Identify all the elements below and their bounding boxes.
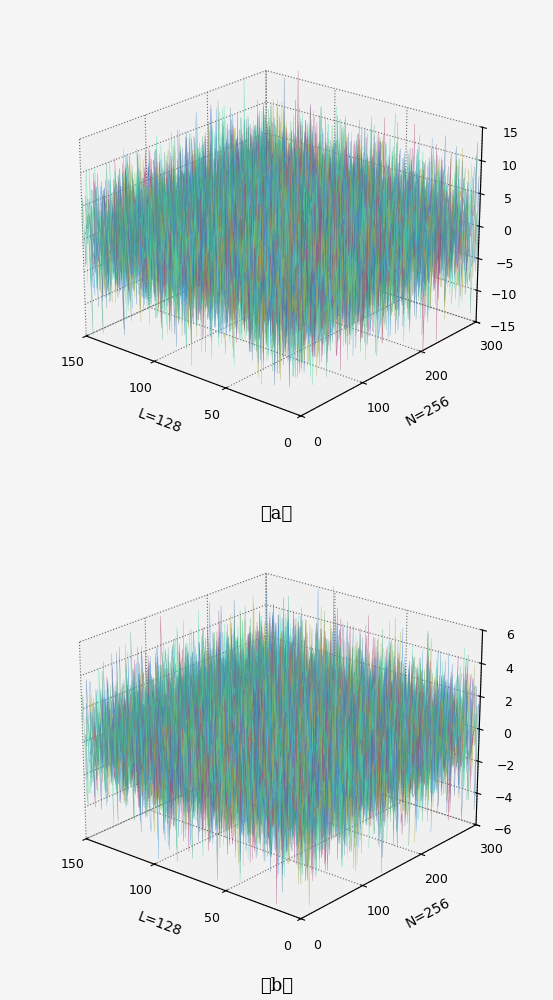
X-axis label: L=128: L=128 <box>135 909 183 938</box>
Y-axis label: N=256: N=256 <box>403 896 452 931</box>
Text: （a）: （a） <box>260 505 293 523</box>
Text: （b）: （b） <box>260 977 293 995</box>
Y-axis label: N=256: N=256 <box>403 393 452 428</box>
X-axis label: L=128: L=128 <box>135 406 183 436</box>
